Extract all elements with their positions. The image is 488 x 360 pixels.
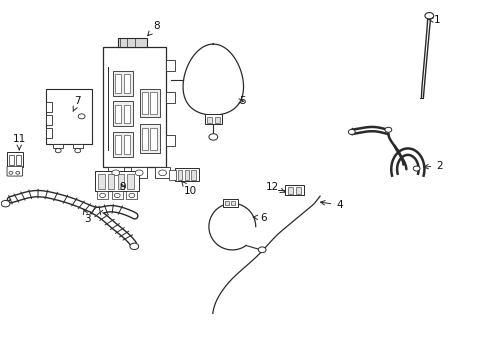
Bar	[155, 167, 170, 178]
Bar	[9, 154, 14, 165]
Text: 5: 5	[238, 96, 245, 106]
Circle shape	[9, 171, 13, 174]
Bar	[46, 115, 52, 125]
Bar	[126, 191, 137, 199]
Circle shape	[16, 171, 20, 174]
Bar	[118, 39, 147, 47]
Circle shape	[129, 193, 135, 198]
Bar	[191, 170, 195, 180]
Bar	[142, 92, 148, 114]
Text: 6: 6	[253, 213, 267, 222]
Circle shape	[1, 201, 10, 207]
Bar	[150, 128, 157, 150]
Circle shape	[135, 170, 143, 176]
Circle shape	[114, 193, 120, 198]
Bar	[285, 185, 304, 195]
Bar	[7, 152, 22, 167]
Bar	[131, 167, 147, 178]
Bar	[184, 170, 188, 180]
Text: 7: 7	[73, 96, 81, 112]
Text: 12: 12	[265, 182, 285, 193]
Text: 11: 11	[13, 134, 26, 150]
Bar	[123, 135, 130, 154]
Bar	[46, 102, 52, 112]
Bar	[115, 74, 121, 93]
Bar	[150, 92, 157, 114]
Circle shape	[412, 166, 419, 171]
Bar	[123, 105, 130, 123]
Bar	[175, 168, 198, 181]
FancyBboxPatch shape	[7, 166, 22, 176]
Bar	[231, 201, 235, 206]
Bar	[169, 170, 175, 180]
Bar	[127, 174, 134, 189]
Text: 8: 8	[147, 21, 160, 36]
Bar	[140, 89, 160, 117]
Bar	[166, 92, 175, 103]
Bar	[224, 201, 228, 206]
Bar	[204, 114, 222, 125]
Bar	[123, 74, 130, 93]
Bar	[222, 199, 238, 207]
Bar	[73, 144, 82, 148]
Circle shape	[55, 148, 61, 153]
Text: 10: 10	[181, 181, 196, 196]
Circle shape	[100, 193, 105, 198]
Circle shape	[208, 134, 217, 140]
Circle shape	[424, 13, 433, 19]
Bar	[46, 89, 92, 144]
Bar	[113, 132, 133, 157]
Bar	[16, 154, 20, 165]
Circle shape	[112, 170, 120, 176]
Circle shape	[347, 130, 354, 134]
Bar	[115, 105, 121, 123]
Bar	[177, 170, 182, 180]
Text: 2: 2	[423, 161, 442, 171]
Bar	[115, 135, 121, 154]
Bar	[215, 117, 219, 123]
Bar	[108, 174, 114, 189]
Bar	[118, 174, 124, 189]
Text: 1: 1	[427, 15, 440, 26]
Circle shape	[158, 170, 166, 176]
Bar	[166, 60, 175, 71]
Bar	[97, 191, 108, 199]
Bar	[288, 187, 292, 194]
Circle shape	[75, 148, 81, 153]
Bar	[108, 167, 123, 178]
Bar	[113, 71, 133, 96]
Bar	[95, 171, 139, 192]
Bar	[166, 135, 175, 146]
Text: 3: 3	[83, 209, 91, 224]
Bar	[296, 187, 300, 194]
Bar	[140, 125, 160, 153]
Bar	[207, 117, 211, 123]
Circle shape	[130, 243, 139, 249]
Bar	[142, 128, 148, 150]
Bar	[113, 101, 133, 126]
Bar	[53, 144, 63, 148]
Bar	[46, 128, 52, 138]
Bar	[112, 191, 122, 199]
Circle shape	[384, 127, 391, 132]
Circle shape	[258, 247, 265, 253]
Bar	[98, 174, 104, 189]
Circle shape	[78, 114, 85, 119]
Bar	[103, 47, 166, 167]
Text: 4: 4	[320, 200, 342, 210]
Text: 9: 9	[119, 182, 125, 192]
